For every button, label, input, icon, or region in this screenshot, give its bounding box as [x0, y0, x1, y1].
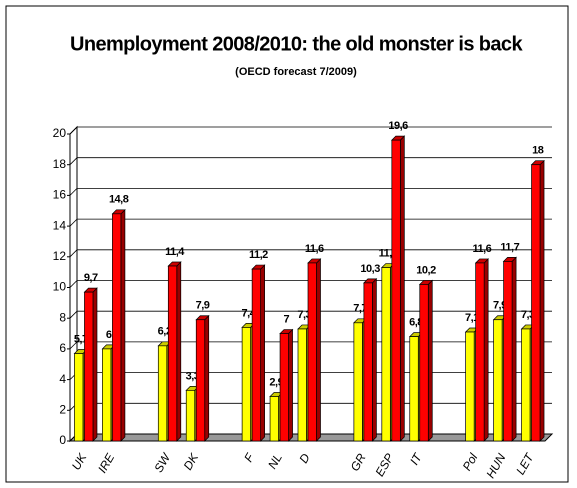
bar — [111, 208, 126, 442]
bar-face — [521, 328, 531, 442]
bar-face — [316, 258, 321, 442]
y-tick-label: 8 — [59, 310, 66, 324]
y-tick-label: 2 — [59, 402, 66, 416]
bar-face — [269, 396, 279, 442]
bar — [279, 328, 294, 442]
bar — [167, 261, 182, 442]
y-tick-label: 6 — [59, 341, 66, 355]
data-label: 11,4 — [165, 246, 185, 258]
bar-face — [120, 208, 126, 442]
bar-face — [84, 291, 94, 442]
bar-face — [493, 319, 503, 442]
bar-face — [391, 139, 401, 442]
y-tick-label: 4 — [59, 372, 66, 386]
bar-face — [409, 336, 419, 442]
data-label: 7 — [283, 313, 289, 325]
bar-face — [167, 265, 178, 442]
data-label: 6 — [106, 329, 112, 341]
bar-face — [251, 268, 261, 442]
y-tick-label: 20 — [53, 126, 67, 140]
data-label: 18 — [532, 145, 544, 157]
chart-title: Unemployment 2008/2010: the old monster … — [70, 33, 523, 55]
bar — [83, 287, 98, 442]
data-label: 11,7 — [500, 241, 519, 253]
x-tick-label: NL — [265, 451, 285, 471]
y-tick-label: 14 — [53, 218, 67, 232]
bar-face — [531, 164, 541, 442]
bar — [502, 256, 517, 442]
y-tick-label: 0 — [59, 433, 66, 447]
bar-face — [297, 328, 307, 442]
bar-face — [157, 345, 168, 442]
bar — [474, 258, 489, 442]
bar-face — [503, 261, 513, 442]
bar-face — [427, 279, 433, 442]
bar-face — [399, 135, 405, 442]
bar-face — [279, 333, 289, 442]
bar — [195, 314, 210, 442]
bar — [251, 264, 266, 442]
bar — [307, 258, 322, 442]
bar-face — [112, 213, 122, 442]
data-label: 10,3 — [360, 263, 380, 275]
data-label: 14,8 — [109, 194, 129, 206]
bar-face — [204, 314, 210, 442]
y-tick-label: 18 — [53, 157, 67, 171]
bar-face — [363, 282, 373, 442]
bar-face — [372, 278, 377, 442]
chart-subtitle: (OECD forecast 7/2009) — [235, 66, 357, 78]
bar — [390, 135, 406, 442]
bar-face — [465, 331, 475, 442]
bar-face — [92, 287, 98, 442]
bar-face — [483, 258, 489, 442]
data-label: 11,2 — [249, 249, 268, 261]
bar-face — [381, 267, 391, 442]
grid-line — [69, 126, 552, 135]
bar-face — [475, 262, 485, 442]
y-tick-label: 10 — [53, 280, 67, 294]
data-label: 19,6 — [388, 120, 408, 132]
data-label: 11,3 — [379, 247, 398, 259]
bar-face — [307, 262, 317, 442]
bar-face — [539, 159, 545, 442]
bar-face — [511, 256, 517, 442]
bar — [530, 159, 545, 442]
bar-face — [195, 319, 206, 442]
bar-face — [419, 284, 429, 442]
bar-face — [102, 348, 112, 442]
data-label: 10,2 — [416, 264, 436, 276]
data-label: 11,6 — [472, 243, 491, 255]
y-tick-label: 12 — [53, 249, 67, 263]
y-tick-label: 16 — [53, 188, 67, 202]
bar — [363, 278, 378, 442]
bar-face — [185, 389, 196, 442]
bar-face — [241, 327, 251, 442]
data-label: 9,7 — [84, 272, 98, 284]
data-label: 11,6 — [305, 243, 324, 255]
data-label: 7,9 — [196, 300, 210, 312]
bar-face — [176, 261, 182, 442]
bar-face — [74, 353, 84, 442]
bar-face — [288, 328, 293, 442]
bar-face — [353, 322, 363, 442]
bar — [418, 279, 434, 442]
bar-face — [260, 264, 265, 442]
